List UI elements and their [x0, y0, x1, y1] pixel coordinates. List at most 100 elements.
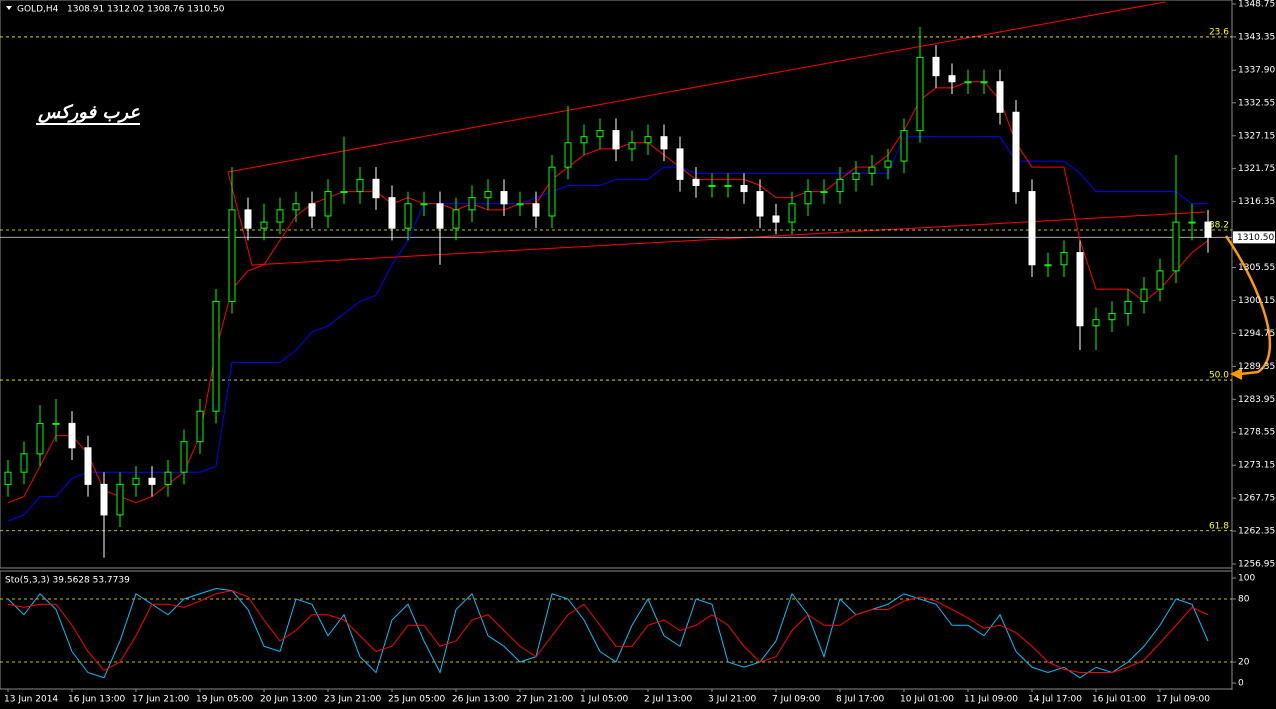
candle-body: [180, 441, 188, 473]
candle-body: [436, 203, 444, 229]
current-price-box: [1233, 231, 1275, 244]
y-tick-label: 1321.75: [1238, 164, 1275, 174]
candle-body: [564, 142, 572, 168]
x-tick-label: 16 Jun 13:00: [68, 695, 125, 705]
y-tick-label: 1300.15: [1238, 296, 1275, 306]
x-tick-label: 17 Jul 09:00: [1156, 695, 1210, 705]
x-tick-label: 7 Jul 09:00: [772, 695, 821, 705]
candle-body: [1060, 252, 1068, 266]
candle-body: [340, 191, 348, 194]
indicator-line: [7, 81, 1209, 504]
candle-body: [676, 148, 684, 180]
candle-body: [948, 75, 956, 83]
y-tick-label: 1273.15: [1238, 461, 1275, 471]
candle-body: [1108, 313, 1116, 321]
candle-body: [1188, 221, 1196, 224]
candle-body: [324, 191, 332, 217]
candle-body: [372, 178, 380, 199]
candle-body: [836, 178, 844, 193]
candle-body: [1172, 221, 1180, 272]
x-tick-label: 14 Jul 17:00: [1028, 695, 1082, 705]
candle-body: [532, 203, 540, 217]
trend-lines: [227, 1, 1206, 266]
y-tick-label: 1278.55: [1238, 428, 1275, 438]
candle-body: [212, 300, 220, 412]
candle-body: [1156, 270, 1164, 290]
candle-body: [452, 209, 460, 229]
x-tick-label: 26 Jun 13:00: [452, 695, 509, 705]
candle-body: [196, 410, 204, 443]
y-tick-label: 1305.55: [1238, 263, 1275, 273]
indicator-title: Sto(5,3,3) 39.5628 53.7739: [5, 576, 130, 586]
fib-label: 23.6: [1209, 27, 1229, 37]
candle-body: [868, 166, 876, 174]
x-tick-label: 11 Jul 09:00: [964, 695, 1018, 705]
candle-body: [788, 203, 796, 223]
candle-body: [660, 136, 668, 150]
x-tick-label: 20 Jun 13:00: [260, 695, 317, 705]
menu-triangle: [6, 6, 12, 10]
candle-body: [356, 178, 364, 193]
y-tick-label: 1337.90: [1238, 66, 1275, 76]
candle-body: [1204, 221, 1212, 238]
candle-body: [132, 477, 140, 485]
y-tick-label: 1327.15: [1238, 131, 1275, 141]
y-tick-label: 1343.35: [1238, 32, 1275, 42]
y-tick-label: 1283.95: [1238, 395, 1275, 405]
watermark: عرب فوركس: [37, 102, 140, 123]
candle-body: [612, 130, 620, 150]
x-tick-label: 19 Jun 05:00: [196, 695, 253, 705]
y-tick-label: 20: [1238, 658, 1250, 668]
candle-body: [52, 422, 60, 425]
current-price-label: 1310.50: [1237, 233, 1274, 243]
stoch-panel: [0, 570, 1233, 690]
candle-body: [4, 471, 12, 485]
x-tick-label: 23 Jun 21:00: [324, 695, 381, 705]
stoch-line: [7, 587, 1209, 679]
x-tick-label: 1 Jul 05:00: [580, 695, 629, 705]
candle-body: [820, 191, 828, 194]
candle-body: [20, 453, 28, 473]
candle-body: [404, 203, 412, 229]
y-tick-label: 1256.95: [1238, 560, 1275, 570]
candle-body: [1092, 319, 1100, 327]
candle-body: [164, 471, 172, 485]
y-tick-label: 1267.75: [1238, 494, 1275, 504]
candle-body: [692, 178, 700, 186]
candle-body: [36, 422, 44, 455]
candle-body: [548, 166, 556, 217]
candle-body: [84, 447, 92, 485]
x-tick-label: 3 Jul 21:00: [708, 695, 757, 705]
fib-label: 50.0: [1209, 371, 1229, 381]
candle-body: [740, 184, 748, 193]
indicator-line: [7, 136, 1208, 522]
candle-body: [388, 197, 396, 229]
candle-body: [1028, 191, 1036, 266]
candle-body: [804, 191, 812, 205]
candle-body: [980, 81, 988, 84]
candle-body: [68, 422, 76, 449]
y-tick-label: 1348.75: [1238, 0, 1275, 10]
y-tick-label: 100: [1238, 574, 1255, 584]
x-tick-label: 2 Jul 13:00: [644, 695, 693, 705]
candle-body: [468, 197, 476, 211]
fib-label: 38.2: [1209, 221, 1229, 231]
candle-body: [420, 203, 428, 206]
candle-body: [1124, 300, 1132, 315]
candle-body: [244, 209, 252, 229]
candle-body: [628, 142, 636, 150]
candle-body: [708, 184, 716, 187]
y-tick-label: 1294.75: [1238, 329, 1275, 339]
candle-body: [260, 221, 268, 229]
arrow-head: [1230, 368, 1242, 380]
candle-body: [644, 136, 652, 144]
candle-body: [724, 184, 732, 187]
stoch-line: [7, 590, 1209, 673]
candle-body: [116, 483, 124, 516]
candle-body: [292, 203, 300, 211]
candle-body: [1012, 111, 1020, 193]
candle-body: [916, 56, 924, 132]
candle-body: [596, 130, 604, 138]
